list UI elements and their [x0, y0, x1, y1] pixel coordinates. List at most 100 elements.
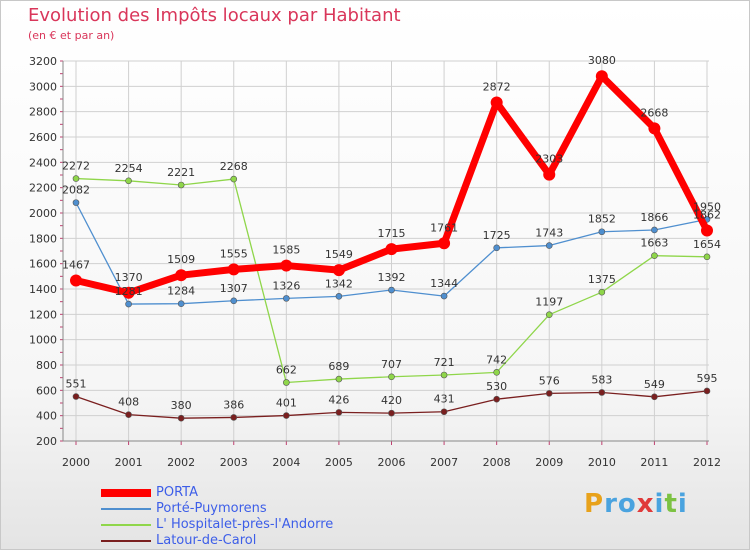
y-tick-label: 2800 [29, 106, 57, 119]
data-label: 401 [276, 397, 297, 410]
data-label: 2272 [62, 160, 90, 173]
data-label: 408 [118, 396, 139, 409]
data-label: 1585 [272, 244, 300, 257]
legend-label: Latour-de-Carol [156, 533, 257, 548]
data-point [493, 395, 500, 403]
chart-subtitle: (en € et par an) [28, 29, 115, 42]
data-label: 426 [328, 393, 349, 406]
x-tick-label: 2001 [115, 456, 143, 469]
x-tick-label: 2012 [693, 456, 721, 469]
data-point [72, 393, 80, 400]
data-label: 576 [539, 374, 560, 387]
logo-letter: r [604, 489, 618, 519]
y-tick-label: 1400 [29, 283, 57, 296]
data-label: 1284 [167, 285, 195, 298]
legend-label: L' Hospitalet-près-l'Andorre [156, 517, 334, 532]
data-label: 1392 [378, 271, 406, 284]
data-point [651, 226, 658, 234]
logo-letter: i [654, 489, 665, 519]
data-point [283, 412, 290, 419]
data-point [335, 375, 343, 383]
data-point [493, 369, 500, 376]
data-label: 1342 [325, 277, 353, 290]
data-point [701, 224, 713, 237]
data-label: 1862 [693, 208, 721, 221]
data-point [125, 177, 132, 185]
data-point [70, 274, 82, 287]
data-label: 1307 [220, 282, 248, 295]
y-tick-label: 1800 [29, 232, 57, 245]
data-point [438, 237, 451, 250]
data-label: 2668 [640, 106, 668, 119]
data-point [598, 228, 606, 236]
legend-swatch [101, 540, 151, 542]
y-tick-label: 600 [36, 384, 57, 397]
data-point [332, 264, 345, 277]
data-point [227, 263, 240, 276]
data-point [230, 414, 238, 421]
y-tick-label: 1200 [29, 308, 57, 321]
data-point [703, 387, 711, 395]
data-label: 1467 [62, 259, 90, 272]
data-label: 551 [66, 378, 87, 391]
x-tick-label: 2011 [640, 456, 668, 469]
data-label: 742 [486, 353, 507, 366]
data-point [122, 286, 135, 299]
y-tick-label: 200 [36, 435, 57, 448]
data-label: 1509 [167, 253, 195, 266]
data-point [283, 295, 290, 302]
data-label: 431 [434, 393, 455, 406]
data-point [388, 286, 395, 294]
data-label: 1852 [588, 213, 616, 226]
chart-title: Evolution des Impôts locaux par Habitant [28, 5, 401, 26]
y-tick-label: 2600 [29, 131, 57, 144]
data-label: 1866 [640, 211, 668, 224]
y-tick-label: 2000 [29, 207, 57, 220]
data-label: 2268 [220, 160, 248, 173]
y-tick-label: 2200 [29, 182, 57, 195]
data-label: 420 [381, 394, 402, 407]
x-tick-label: 2007 [430, 456, 458, 469]
data-point [648, 122, 661, 135]
logo-letter: o [617, 489, 637, 519]
data-label: 1761 [430, 221, 458, 234]
data-label: 1370 [115, 271, 143, 284]
legend-swatch [101, 489, 151, 497]
data-point [230, 297, 238, 305]
data-label: 662 [276, 363, 297, 376]
data-point [335, 409, 343, 416]
legend-swatch [101, 524, 151, 526]
y-tick-label: 800 [36, 359, 57, 372]
data-point [545, 390, 553, 397]
logo-letter: P [584, 489, 605, 519]
y-tick-label: 1000 [29, 334, 57, 347]
data-label: 1549 [325, 248, 353, 261]
data-point [545, 311, 553, 319]
x-tick-label: 2006 [378, 456, 406, 469]
data-label: 1725 [483, 229, 511, 242]
data-point [595, 70, 608, 83]
x-tick-label: 2009 [535, 456, 563, 469]
proxiti-logo: Proxiti [584, 489, 688, 519]
data-point [335, 293, 343, 300]
x-tick-label: 2000 [62, 456, 90, 469]
data-label: 1555 [220, 247, 248, 260]
y-tick-label: 400 [36, 410, 57, 423]
logo-letter: x [636, 489, 655, 519]
data-label: 530 [486, 380, 507, 393]
data-label: 3080 [588, 54, 616, 67]
data-point [493, 244, 500, 252]
data-point [177, 300, 185, 307]
legend-label: Porté-Puymorens [156, 501, 267, 516]
data-point [598, 288, 606, 296]
data-label: 380 [171, 399, 192, 412]
data-label: 1326 [272, 279, 300, 292]
x-tick-label: 2005 [325, 456, 353, 469]
axes: 200 400 600 800 1000 1200 1400 1600 1800 2000 2200… [29, 55, 721, 469]
data-point [72, 175, 80, 182]
legend-label: PORTA [156, 485, 198, 500]
data-point [125, 411, 132, 418]
data-label: 1197 [535, 296, 563, 309]
